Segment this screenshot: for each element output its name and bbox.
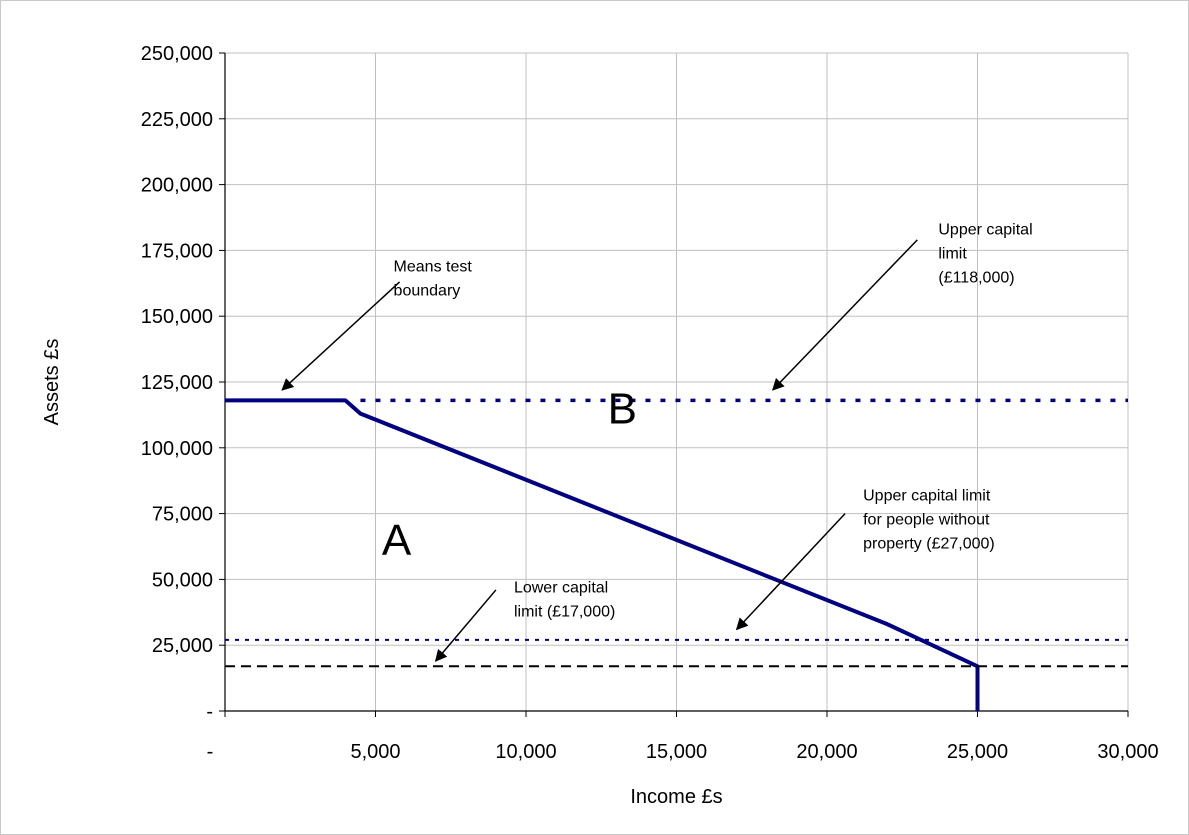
region-labels: AB [382,384,637,565]
region-label-a: A [382,516,412,565]
x-axis-title: Income £s [630,786,722,808]
region-label-b: B [608,384,637,433]
annotation-text: Means test [394,258,473,275]
annotation-text: limit (£17,000) [514,604,615,621]
y-tick-label: 75,000 [152,504,213,526]
series-lines [225,398,1128,711]
y-tick-labels: - 25,000 50,000 75,000 100,000 125,000 150,000… [141,43,213,723]
annotation-text: Upper capital [938,222,1032,239]
annotation-text: Lower capital [514,580,608,597]
annotation-arrow [434,589,497,662]
annotation-arrow [281,281,401,391]
y-tick-label: 225,000 [141,109,213,131]
x-tick-label: 10,000 [495,741,556,763]
y-tick-label: 100,000 [141,438,213,460]
annotation-arrow [771,239,918,391]
y-tick-label: 250,000 [141,43,213,65]
axes [219,52,1129,717]
annotation-text: limit [938,246,967,263]
y-axis-title: Assets £s [41,339,63,426]
x-tick-label: 30,000 [1097,741,1158,763]
annotation-text: (£118,000) [938,270,1014,287]
gridlines [225,52,1129,711]
annotation-text: property (£27,000) [863,535,995,552]
annotations: Means test boundary Upper capital limit (£11… [281,222,1033,662]
annotation-text: Upper capital limit [863,487,991,504]
x-tick-label: 25,000 [947,741,1008,763]
y-tick-label: 125,000 [141,372,213,394]
y-tick-label: 175,000 [141,240,213,262]
annotation-text: boundary [394,282,461,299]
series-means-test-boundary [225,398,980,711]
x-tick-labels: - 5,000 10,000 15,000 20,000 25,000 30,000 [207,741,1159,763]
x-tick-label: 20,000 [796,741,857,763]
y-tick-label: 150,000 [141,306,213,328]
x-tick-label: 5,000 [350,741,400,763]
y-tick-label: 25,000 [152,635,213,657]
x-tick-label: - [207,741,214,763]
x-tick-label: 15,000 [646,741,707,763]
y-tick-label: 200,000 [141,175,213,197]
y-tick-label: 50,000 [152,569,213,591]
annotation-arrow [735,513,846,631]
y-tick-label: - [206,701,213,723]
annotation-text: for people without [863,511,990,528]
